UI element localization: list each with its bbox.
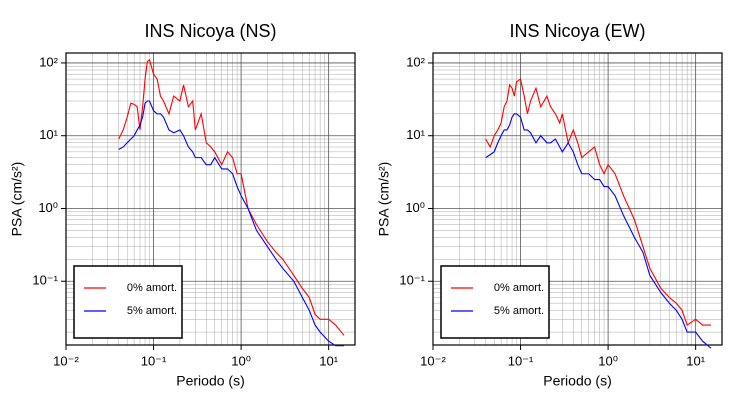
x-tick-label: 10¹ — [686, 353, 705, 368]
y-tick-label: 10² — [406, 54, 425, 69]
series-line — [485, 113, 712, 349]
y-tick-label: 10¹ — [406, 127, 425, 142]
series-line — [118, 59, 345, 336]
series-line — [485, 78, 712, 326]
y-axis-label: PSA (cm/s²) — [9, 162, 25, 237]
series-line — [118, 100, 345, 347]
legend-label: 5% amort. — [127, 305, 177, 317]
legend: 0% amort. 5% amort. — [73, 265, 183, 339]
subplot: INS Nicoya (NS) 10⁻² 10⁻¹ 10⁰ 10¹ 10⁻¹ 10⁰ 10¹ 1… — [9, 21, 356, 389]
legend-label: 0% amort. — [127, 282, 177, 294]
x-tick-label: 10⁻² — [53, 353, 79, 368]
legend-box — [73, 265, 183, 339]
plot-frame — [65, 52, 356, 346]
y-tick-label: 10¹ — [39, 127, 58, 142]
x-axis-label: Periodo (s) — [176, 373, 244, 389]
legend-box — [440, 265, 550, 339]
y-axis-label: PSA (cm/s²) — [376, 162, 392, 237]
subplot: INS Nicoya (EW) 10⁻² 10⁻¹ 10⁰ 10¹ 10⁻¹ 10⁰ 10¹ 1… — [376, 21, 723, 389]
legend-label: 5% amort. — [494, 305, 544, 317]
chart-title: INS Nicoya (EW) — [509, 21, 645, 41]
x-tick-label: 10⁻¹ — [508, 353, 534, 368]
y-tick-label: 10² — [39, 54, 58, 69]
y-tick-label: 10⁻¹ — [32, 273, 58, 288]
x-axis-label: Periodo (s) — [543, 373, 611, 389]
x-tick-label: 10⁰ — [598, 353, 618, 368]
legend: 0% amort. 5% amort. — [440, 265, 550, 339]
plot-frame — [432, 52, 723, 346]
x-tick-label: 10⁻¹ — [141, 353, 167, 368]
x-tick-label: 10¹ — [319, 353, 338, 368]
chart-title: INS Nicoya (NS) — [144, 21, 276, 41]
x-tick-label: 10⁰ — [231, 353, 251, 368]
y-tick-label: 10⁻¹ — [399, 273, 425, 288]
x-tick-label: 10⁻² — [420, 353, 446, 368]
y-tick-label: 10⁰ — [38, 200, 58, 215]
y-tick-label: 10⁰ — [405, 200, 425, 215]
legend-label: 0% amort. — [494, 282, 544, 294]
